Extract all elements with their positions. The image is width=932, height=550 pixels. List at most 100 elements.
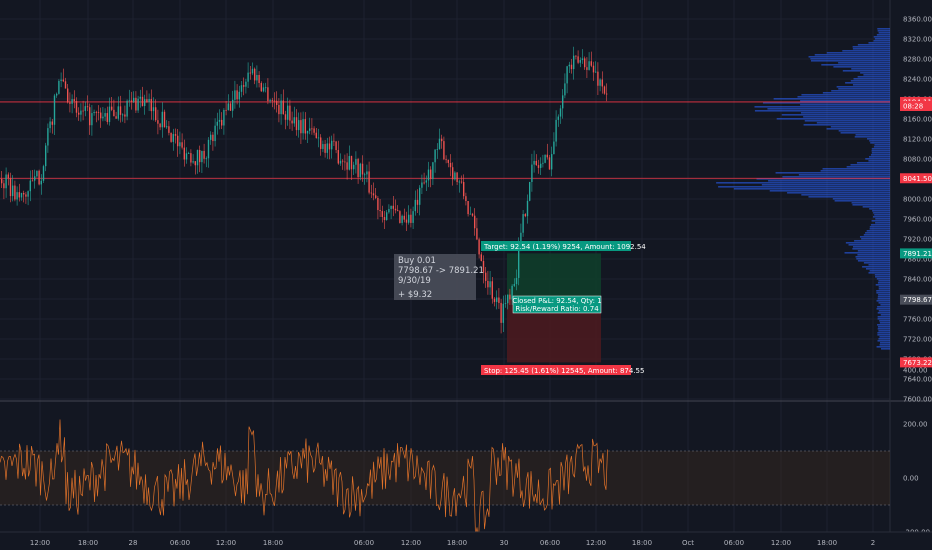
price-tag: 7673.22: [900, 357, 932, 368]
profile-bar: [716, 182, 890, 184]
profile-bar: [874, 274, 890, 276]
profile-bar: [877, 282, 890, 284]
candle: [124, 105, 126, 124]
profile-bar: [856, 162, 890, 164]
profile-bar: [878, 302, 890, 304]
candle: [465, 192, 467, 206]
candle: [144, 94, 146, 115]
price-tick-label: 8320.00: [903, 36, 932, 44]
candle: [152, 97, 155, 121]
candle: [548, 154, 551, 170]
candle: [291, 111, 293, 131]
candle: [122, 113, 124, 122]
profile-bar: [877, 316, 890, 318]
candle: [238, 85, 240, 108]
profile-bar: [816, 122, 890, 124]
trade-pnl: + $9.32: [398, 290, 432, 300]
profile-bar: [854, 240, 890, 242]
profile-bar: [851, 68, 890, 70]
candle: [476, 217, 478, 241]
profile-bar: [880, 304, 890, 306]
candle: [3, 179, 5, 200]
profile-bar: [800, 104, 890, 106]
time-axis[interactable]: 12:00 18:00 28 06:00 12:00 18:00 06:00 12:00 18:…: [0, 531, 932, 550]
profile-bar: [877, 318, 890, 320]
profile-bar: [871, 148, 890, 150]
candle: [456, 172, 458, 186]
candle: [493, 297, 496, 307]
profile-bar: [857, 250, 890, 252]
profile-bar: [857, 76, 890, 78]
price-tick-label: 7960.00: [903, 216, 932, 224]
profile-bar: [865, 158, 890, 160]
candle: [414, 190, 416, 216]
candle: [337, 140, 339, 165]
candle: [174, 128, 177, 144]
candle: [51, 118, 53, 134]
candle: [441, 134, 443, 149]
candle: [597, 62, 599, 96]
profile-bar: [878, 310, 890, 312]
candle: [69, 92, 71, 113]
price-tick-label: 7640.00: [903, 376, 932, 384]
candle: [309, 117, 311, 135]
risk-reward-text: Risk/Reward Ratio: 0.74: [515, 305, 599, 313]
candle: [295, 109, 298, 136]
trade-prices: 7798.67 -> 7891.21: [398, 266, 484, 276]
candle: [18, 183, 20, 202]
profile-bar: [876, 290, 890, 292]
target-zone[interactable]: [507, 253, 601, 300]
profile-bar: [877, 30, 890, 32]
candle: [531, 153, 533, 192]
candle: [282, 89, 284, 115]
profile-bar: [877, 28, 890, 30]
candle: [399, 210, 401, 224]
candle: [482, 255, 485, 284]
profile-bar: [830, 126, 890, 128]
trade-info-box[interactable]: Buy 0.01 7798.67 -> 7891.21 9/30/19 + $9…: [394, 254, 484, 300]
profile-bar: [873, 212, 890, 214]
candle: [425, 175, 427, 192]
profile-bar: [853, 78, 890, 80]
price-tag-text: 8041.50: [903, 175, 932, 183]
candle: [256, 65, 258, 88]
candle: [573, 46, 575, 80]
candle: [412, 206, 414, 230]
candle: [119, 95, 122, 123]
candle: [229, 101, 232, 111]
candle: [216, 112, 218, 135]
oscillator-line: [0, 419, 608, 542]
profile-bar: [767, 108, 890, 110]
horizontal-lines: [0, 101, 890, 179]
profile-bar: [868, 42, 890, 44]
profile-bar: [878, 32, 890, 34]
profile-bar: [878, 288, 890, 290]
profile-bar: [878, 280, 890, 282]
candle: [265, 82, 267, 93]
profile-bar: [877, 326, 890, 328]
target-label[interactable]: Target: 92.54 (1.19%) 9254, Amount: 1092…: [481, 241, 646, 251]
profile-bar: [781, 114, 890, 116]
candle: [511, 284, 513, 305]
candle: [348, 145, 350, 171]
candle: [89, 103, 91, 135]
profile-bar: [801, 194, 890, 196]
price-tick-label: 8240.00: [903, 76, 932, 84]
candle: [155, 99, 157, 122]
profile-bar: [870, 142, 890, 144]
candle: [537, 159, 540, 174]
candle: [247, 62, 249, 88]
profile-bar: [801, 94, 890, 96]
candle: [177, 129, 179, 157]
closed-pnl-label[interactable]: Closed P&L: 92.54, Qty: 1 Risk/Reward Ra…: [512, 295, 602, 314]
price-axis[interactable]: 8360.008320.008280.008240.008200.008160.…: [900, 16, 932, 404]
candle: [80, 103, 82, 122]
candle: [223, 108, 225, 135]
price-tick-label: 8080.00: [903, 156, 932, 164]
profile-bar: [842, 50, 890, 52]
candle: [157, 109, 159, 135]
stop-label[interactable]: Stop: 125.45 (1.61%) 12545, Amount: 874.…: [481, 365, 644, 375]
candle: [581, 49, 584, 64]
candle: [300, 112, 302, 145]
